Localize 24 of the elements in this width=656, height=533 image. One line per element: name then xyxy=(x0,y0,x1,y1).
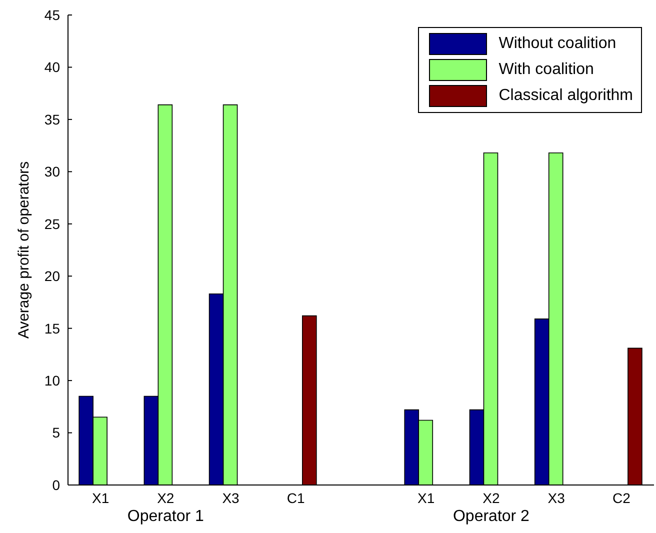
x-tick-label: X2 xyxy=(157,490,174,506)
y-tick-label: 15 xyxy=(44,320,60,336)
y-tick-label: 35 xyxy=(44,111,60,128)
x-tick-label: X3 xyxy=(222,490,240,506)
y-tick-label: 20 xyxy=(44,268,60,284)
y-tick-label: 5 xyxy=(52,424,60,441)
legend-label: Without coalition xyxy=(498,34,616,54)
x-tick-label: X3 xyxy=(548,490,566,506)
text: Operator 2 xyxy=(452,508,530,526)
x-tick-label: C2 xyxy=(612,490,631,506)
legend-label: With coalition xyxy=(498,60,594,80)
x-tick-label: C1 xyxy=(286,490,306,506)
x-tick-label: X1 xyxy=(92,490,110,506)
x-tick-label: X2 xyxy=(482,490,500,506)
y-axis-title: Average profit of operators xyxy=(15,161,32,339)
legend-label: Classical algorithm xyxy=(498,86,633,106)
x-tick-label: X1 xyxy=(418,490,435,506)
y-tick-label: 40 xyxy=(44,59,60,76)
y-tick-label: 10 xyxy=(44,372,60,389)
y-tick-label: 30 xyxy=(44,164,60,180)
y-tick-label: 25 xyxy=(44,216,60,232)
y-tick-label: 45 xyxy=(44,6,60,23)
text: Operator 1 xyxy=(126,508,205,526)
y-tick-label: 0 xyxy=(52,476,60,493)
